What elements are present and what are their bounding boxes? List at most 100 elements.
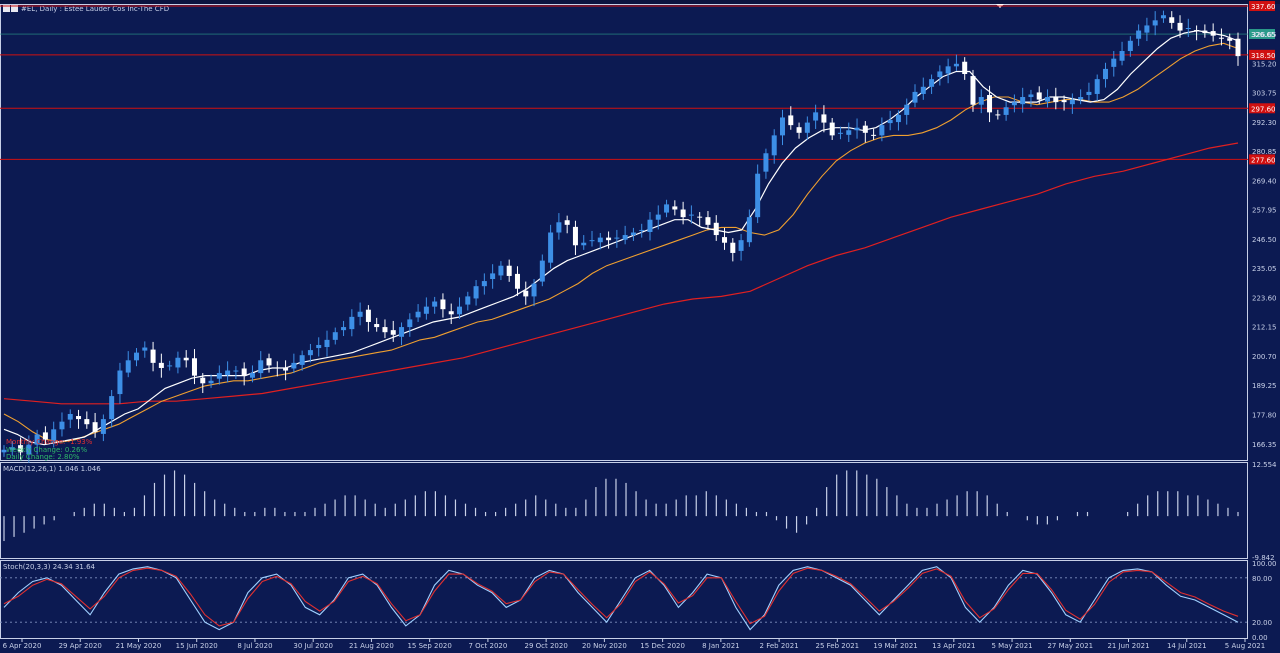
candle-body [581, 242, 587, 246]
price-tick-label: 235.05 [1252, 265, 1277, 273]
candle-body [457, 306, 463, 315]
window-title-bar: #EL, Daily : Estee Lauder Cos Inc-The CF… [3, 5, 169, 13]
candle-body [746, 217, 752, 243]
candle-body [639, 229, 645, 231]
weekly-change-label: Weekly Change: 0.26% [6, 446, 87, 454]
candle-body [912, 91, 918, 103]
candle-body [506, 265, 512, 276]
candle-body [1020, 97, 1026, 105]
date-tick-label: 6 Apr 2020 [3, 642, 42, 650]
candle-body [481, 281, 487, 287]
candle-body [1036, 92, 1042, 100]
candle-body [606, 237, 612, 241]
candle-body [796, 127, 802, 133]
date-tick-label: 5 Aug 2021 [1225, 642, 1265, 650]
candle-body [1011, 102, 1017, 106]
price-tick-label: 326.65 [1252, 31, 1277, 39]
candle-body [498, 265, 504, 276]
macd-title: MACD(12,26,1) 1.046 1.046 [3, 465, 101, 473]
sma-slow-line [3, 142, 1239, 405]
candle-body [1094, 79, 1100, 94]
candle-body [597, 237, 603, 243]
level-badge-text: 297.60 [1251, 105, 1276, 113]
daily-change-label: Daily Change: 2.80% [6, 453, 80, 461]
candle-body [821, 114, 827, 123]
candle-body [937, 71, 943, 78]
candle-body [423, 306, 429, 314]
price-tick-label: 189.25 [1252, 382, 1277, 390]
candle-body [1061, 100, 1067, 103]
level-badge-318.50 [1249, 49, 1275, 60]
candle-body [1160, 15, 1166, 19]
candle-body [548, 232, 554, 263]
monthly-change-label: Monthly Change: -1.93% [6, 438, 93, 446]
candle-body [763, 153, 769, 172]
candle-body [929, 79, 935, 87]
date-tick-label: 21 Jun 2021 [1107, 642, 1149, 650]
date-tick-label: 30 Jul 2020 [293, 642, 333, 650]
candle-body [1227, 38, 1233, 41]
candle-body [862, 125, 868, 133]
stochastic-lines: 100.00 80.00 20.00 0.00 [0, 560, 1277, 642]
candle-body [432, 301, 438, 307]
candle-body [1086, 91, 1092, 95]
candle-body [283, 367, 289, 371]
date-tick-label: 29 Oct 2020 [525, 642, 568, 650]
candle-body [191, 358, 197, 376]
candle-body [945, 66, 951, 74]
candle-body [299, 355, 305, 365]
candle-body [18, 445, 24, 453]
candle-body [1144, 25, 1150, 33]
date-tick-label: 5 May 2021 [991, 642, 1032, 650]
candle-body [655, 214, 661, 220]
candle-body [1136, 30, 1142, 39]
level-badge-277.60 [1249, 154, 1275, 165]
candle-body [887, 120, 893, 124]
candle-body [233, 370, 239, 372]
stoch-tick-label: 0.00 [1252, 634, 1268, 642]
candle-body [1, 449, 7, 453]
candle-body [688, 214, 694, 216]
level-badge-297.60 [1249, 103, 1275, 114]
candle-body [1119, 51, 1125, 61]
price-panel-frame [0, 4, 1248, 461]
candle-body [755, 173, 761, 218]
price-tick-label: 166.35 [1252, 441, 1277, 449]
candle-body [630, 232, 636, 236]
date-tick-label: 13 Apr 2021 [932, 642, 975, 650]
candle-body [614, 237, 620, 239]
date-tick-label: 8 Jul 2020 [237, 642, 272, 650]
candle-body [995, 114, 1001, 116]
candle-body [134, 352, 140, 361]
candle-body [697, 216, 703, 218]
candle-body [307, 350, 313, 356]
candle-body [738, 240, 744, 251]
level-badge-text: 318.50 [1251, 52, 1276, 60]
candle-body [572, 226, 578, 246]
macd-tick-label: -9.842 [1252, 554, 1275, 562]
candle-body [274, 367, 280, 369]
date-tick-label: 15 Dec 2020 [640, 642, 685, 650]
candle-body [390, 330, 396, 335]
date-tick-label: 27 May 2021 [1047, 642, 1093, 650]
price-tick-label: 303.75 [1252, 90, 1277, 98]
candle-body [962, 61, 968, 75]
date-tick-label: 29 Apr 2020 [59, 642, 102, 650]
candle-body [92, 422, 98, 432]
candle-body [1069, 99, 1075, 105]
candle-body [266, 358, 272, 366]
candle-body [622, 235, 628, 240]
candle-body [970, 76, 976, 105]
candle-body [1218, 37, 1224, 39]
candle-body [341, 327, 347, 331]
date-tick-label: 19 Mar 2021 [873, 642, 917, 650]
candle-body [1078, 97, 1084, 100]
candle-body [183, 357, 189, 361]
level-badge-text: 337.60 [1251, 3, 1276, 11]
candle-body [514, 273, 520, 289]
candle-body [382, 327, 388, 333]
level-badge-text: 277.60 [1251, 156, 1276, 164]
candle-body [465, 296, 471, 305]
